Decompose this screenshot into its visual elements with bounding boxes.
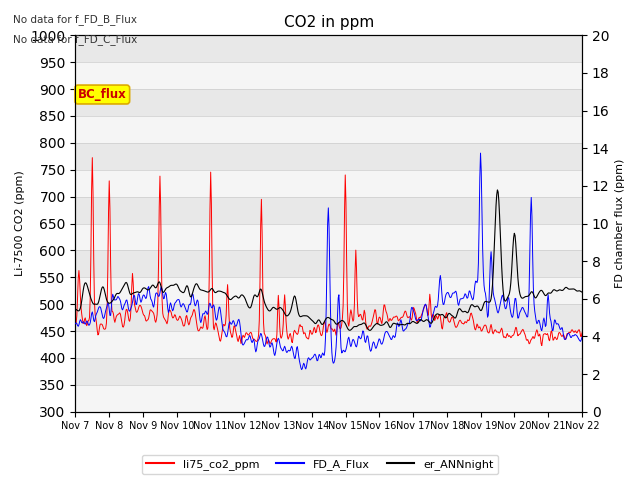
- Bar: [76, 116, 582, 143]
- er_ANNnight: [578, 289, 586, 295]
- FD_A_Flux: [81, 321, 88, 326]
- li75_co2_ppm: [81, 316, 88, 322]
- Bar: [76, 170, 582, 197]
- er_ANNnight: [81, 281, 88, 287]
- er_ANNnight: [72, 306, 79, 312]
- FD_A_Flux: [298, 367, 305, 372]
- er_ANNnight: [133, 289, 141, 295]
- li75_co2_ppm: [578, 330, 586, 336]
- er_ANNnight: [211, 289, 219, 295]
- FD_A_Flux: [477, 150, 484, 156]
- FD_A_Flux: [578, 334, 586, 340]
- FD_A_Flux: [391, 335, 399, 340]
- li75_co2_ppm: [538, 343, 546, 348]
- li75_co2_ppm: [72, 323, 79, 328]
- Bar: [76, 385, 582, 412]
- Bar: [76, 251, 582, 277]
- Bar: [76, 331, 582, 358]
- Bar: [76, 277, 582, 304]
- FD_A_Flux: [133, 301, 141, 307]
- Bar: [76, 143, 582, 170]
- Y-axis label: Li-7500 CO2 (ppm): Li-7500 CO2 (ppm): [15, 170, 25, 276]
- li75_co2_ppm: [185, 322, 193, 328]
- li75_co2_ppm: [391, 314, 399, 320]
- li75_co2_ppm: [212, 320, 220, 326]
- Text: BC_flux: BC_flux: [78, 88, 127, 101]
- er_ANNnight: [493, 187, 501, 193]
- FD_A_Flux: [406, 320, 413, 326]
- Legend: li75_co2_ppm, FD_A_Flux, er_ANNnight: li75_co2_ppm, FD_A_Flux, er_ANNnight: [142, 455, 498, 474]
- li75_co2_ppm: [88, 155, 96, 160]
- er_ANNnight: [406, 321, 413, 326]
- FD_A_Flux: [72, 321, 79, 326]
- Bar: [76, 36, 582, 62]
- Text: No data for f_FD_C_Flux: No data for f_FD_C_Flux: [13, 34, 137, 45]
- er_ANNnight: [391, 321, 399, 326]
- er_ANNnight: [184, 285, 192, 291]
- Line: li75_co2_ppm: li75_co2_ppm: [76, 157, 582, 346]
- li75_co2_ppm: [406, 314, 413, 320]
- Y-axis label: FD chamber flux (ppm): FD chamber flux (ppm): [615, 159, 625, 288]
- FD_A_Flux: [211, 309, 219, 314]
- Line: er_ANNnight: er_ANNnight: [76, 190, 582, 330]
- Bar: [76, 197, 582, 224]
- Bar: [76, 62, 582, 89]
- Bar: [76, 89, 582, 116]
- Line: FD_A_Flux: FD_A_Flux: [76, 153, 582, 370]
- FD_A_Flux: [184, 306, 192, 312]
- er_ANNnight: [366, 327, 374, 333]
- Bar: [76, 358, 582, 385]
- Title: CO2 in ppm: CO2 in ppm: [284, 15, 374, 30]
- li75_co2_ppm: [134, 309, 141, 314]
- Bar: [76, 304, 582, 331]
- Text: No data for f_FD_B_Flux: No data for f_FD_B_Flux: [13, 14, 137, 25]
- Bar: [76, 224, 582, 251]
